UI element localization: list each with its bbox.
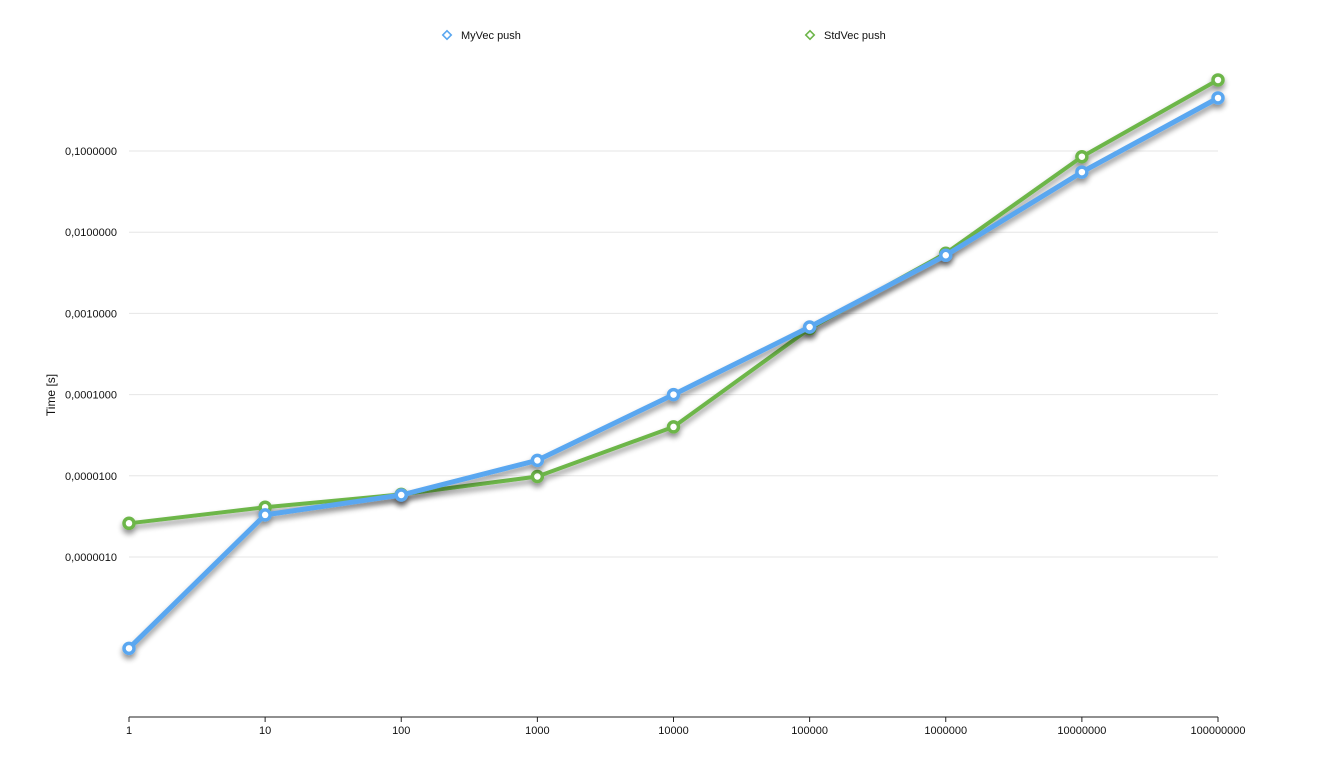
grid bbox=[129, 150, 1218, 558]
y-tick-label: 0,0000100 bbox=[65, 471, 117, 483]
axes: Time [s] bbox=[44, 374, 1218, 718]
legend: MyVec push StdVec push bbox=[441, 29, 886, 42]
data-point bbox=[394, 488, 408, 502]
x-tick-labels: 1 10 100 1000 10000 100000 1000000 10000000 1000… bbox=[126, 717, 1246, 737]
data-point bbox=[939, 248, 953, 263]
data-point bbox=[122, 641, 136, 656]
data-point bbox=[258, 508, 272, 522]
data-point bbox=[1075, 165, 1089, 179]
x-tick-label: 100000 bbox=[791, 725, 828, 737]
legend-label: MyVec push bbox=[461, 30, 521, 42]
y-tick-label: 0,0100000 bbox=[65, 227, 117, 239]
y-tick-label: 0,0000010 bbox=[65, 552, 117, 564]
y-tick-label: 0,0001000 bbox=[65, 390, 117, 402]
legend-marker bbox=[804, 29, 816, 41]
data-point bbox=[1211, 91, 1225, 105]
data-point bbox=[802, 320, 817, 334]
x-tick-label: 100 bbox=[392, 725, 410, 737]
data-point bbox=[1211, 73, 1225, 87]
x-tick-label: 10000000 bbox=[1057, 725, 1106, 737]
data-point bbox=[530, 453, 545, 468]
x-tick-label: 10000 bbox=[658, 725, 689, 737]
legend-marker bbox=[441, 29, 453, 41]
series-line bbox=[127, 77, 1220, 526]
x-tick-label: 1 bbox=[126, 725, 132, 737]
x-tick-label: 1000000 bbox=[924, 725, 967, 737]
legend-label: StdVec push bbox=[824, 30, 886, 42]
y-tick-label: 0,0010000 bbox=[65, 308, 117, 320]
y-tick-label: 0,1000000 bbox=[65, 146, 117, 158]
x-tick-label: 1000 bbox=[525, 725, 549, 737]
series-myvec-push bbox=[122, 91, 1225, 656]
data-point bbox=[530, 469, 545, 484]
data-point bbox=[666, 420, 681, 434]
series-line bbox=[126, 95, 1221, 651]
series bbox=[122, 73, 1225, 656]
series-stdvec-push bbox=[122, 73, 1225, 531]
x-tick-label: 10 bbox=[259, 725, 271, 737]
data-point bbox=[1075, 149, 1089, 164]
data-point bbox=[666, 387, 681, 402]
x-tick-label: 100000000 bbox=[1190, 725, 1245, 737]
y-axis-title: Time [s] bbox=[44, 374, 58, 416]
data-point bbox=[122, 516, 136, 531]
y-tick-labels: 0,0000010 0,0000100 0,0001000 0,0010000 0,01… bbox=[65, 146, 117, 564]
